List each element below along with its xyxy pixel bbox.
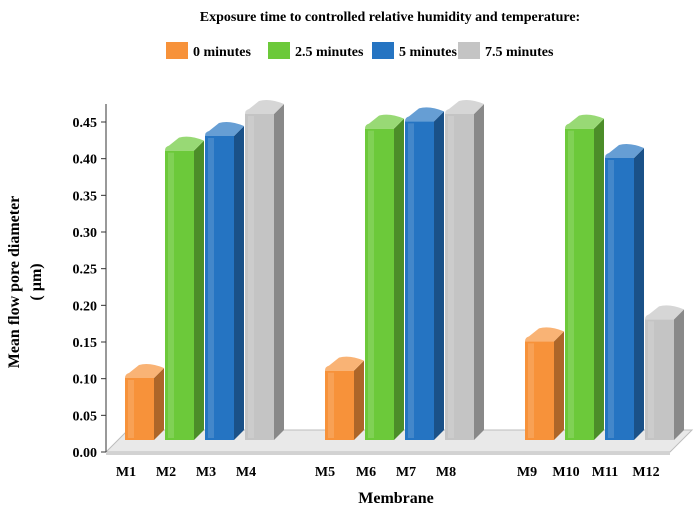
x-tick-label: M7 — [396, 465, 416, 480]
bar-top — [245, 100, 284, 114]
bar — [165, 136, 204, 440]
floor-edge — [106, 452, 670, 455]
y-tick-label: 0.35 — [73, 189, 98, 204]
bar-top — [565, 114, 604, 129]
legend-swatch — [372, 42, 394, 59]
bar-side — [394, 118, 404, 441]
legend-label: 5 minutes — [399, 45, 458, 60]
legend-title: Exposure time to controlled relative hum… — [200, 10, 580, 25]
y-axis-title-line2: ( µm) — [28, 263, 45, 300]
y-tick-label: 0.25 — [73, 263, 98, 278]
bar-top — [605, 144, 644, 158]
legend-label: 2.5 minutes — [295, 45, 364, 60]
x-tick-label: M11 — [592, 465, 618, 480]
legend-item: 2.5 minutes — [268, 42, 364, 60]
bar-top — [645, 305, 684, 320]
bar-side — [594, 118, 604, 441]
legend-label: 0 minutes — [193, 45, 252, 60]
bar — [205, 122, 244, 440]
x-tick-label: M5 — [315, 465, 335, 480]
x-tick-label: M8 — [436, 465, 456, 480]
bar-top — [165, 136, 204, 151]
y-tick-label: 0.20 — [73, 299, 98, 314]
y-axis: 0.00 0.05 0.10 0.15 0.20 0.25 0.30 0.35 0.40 0.45 — [73, 104, 107, 461]
x-tick-label: M4 — [236, 465, 256, 480]
bar-highlight — [408, 123, 414, 438]
x-axis-labels: M1 M2 M3 M4 M5 M6 M7 M8 M9 M10 M11 M12 — [116, 465, 660, 480]
x-axis-title: Membrane — [358, 490, 434, 507]
bar-side — [234, 126, 244, 440]
y-tick-label: 0.10 — [73, 373, 98, 388]
bar-highlight — [208, 138, 214, 438]
bar-side — [554, 331, 564, 440]
bar — [405, 107, 444, 440]
bar — [325, 356, 364, 440]
bar-top — [525, 327, 564, 342]
legend-item: 0 minutes — [166, 42, 252, 60]
bar-top — [205, 122, 244, 136]
legend-swatch — [458, 42, 480, 59]
y-tick-label: 0.05 — [73, 409, 98, 424]
bar-top — [125, 364, 164, 378]
bar-highlight — [608, 160, 614, 438]
y-tick-label: 0.40 — [73, 153, 98, 168]
bar-highlight — [368, 130, 374, 438]
bar-side — [634, 148, 644, 440]
legend-swatch — [166, 42, 188, 59]
legend-label: 7.5 minutes — [485, 45, 554, 60]
bar-side — [474, 104, 484, 440]
legend-item: 7.5 minutes — [458, 42, 554, 60]
y-tick-label: 0.15 — [73, 336, 98, 351]
x-tick-label: M1 — [116, 465, 136, 480]
bar — [565, 114, 604, 441]
bar-side — [194, 140, 204, 440]
bar-top — [445, 100, 484, 114]
bar — [365, 114, 404, 441]
x-tick-label: M9 — [517, 465, 537, 480]
y-axis-title-line1: Mean flow pore diameter — [6, 196, 23, 369]
bar — [245, 100, 284, 440]
legend: 0 minutes 2.5 minutes 5 minutes 7.5 minutes — [166, 42, 554, 60]
bar-highlight — [328, 372, 334, 438]
bar-highlight — [528, 343, 534, 438]
bar — [445, 100, 484, 440]
bar-highlight — [128, 380, 134, 438]
bar-side — [434, 111, 444, 440]
bar-highlight — [568, 130, 574, 438]
bar-top — [325, 356, 364, 371]
y-tick-label: 0.45 — [73, 116, 98, 131]
y-tick-label: 0.30 — [73, 226, 98, 241]
bars — [125, 100, 684, 441]
bar — [645, 305, 684, 440]
bar-side — [274, 104, 284, 440]
bar-highlight — [248, 116, 254, 438]
bar — [125, 364, 164, 440]
x-tick-label: M6 — [356, 465, 376, 480]
legend-item: 5 minutes — [372, 42, 458, 60]
bar-side — [154, 368, 164, 440]
bar-highlight — [168, 152, 174, 438]
bar-highlight — [648, 321, 654, 438]
x-tick-label: M10 — [552, 465, 579, 480]
bar-side — [674, 309, 684, 440]
bar — [525, 327, 564, 440]
bar — [605, 144, 644, 440]
bar-side — [354, 360, 364, 440]
bar-top — [365, 114, 404, 129]
legend-swatch — [268, 42, 290, 59]
bar-highlight — [448, 116, 454, 438]
x-tick-label: M2 — [156, 465, 176, 480]
y-tick-label: 0.00 — [73, 446, 98, 461]
bar-top — [405, 107, 444, 122]
x-tick-label: M3 — [196, 465, 216, 480]
x-tick-label: M12 — [632, 465, 659, 480]
